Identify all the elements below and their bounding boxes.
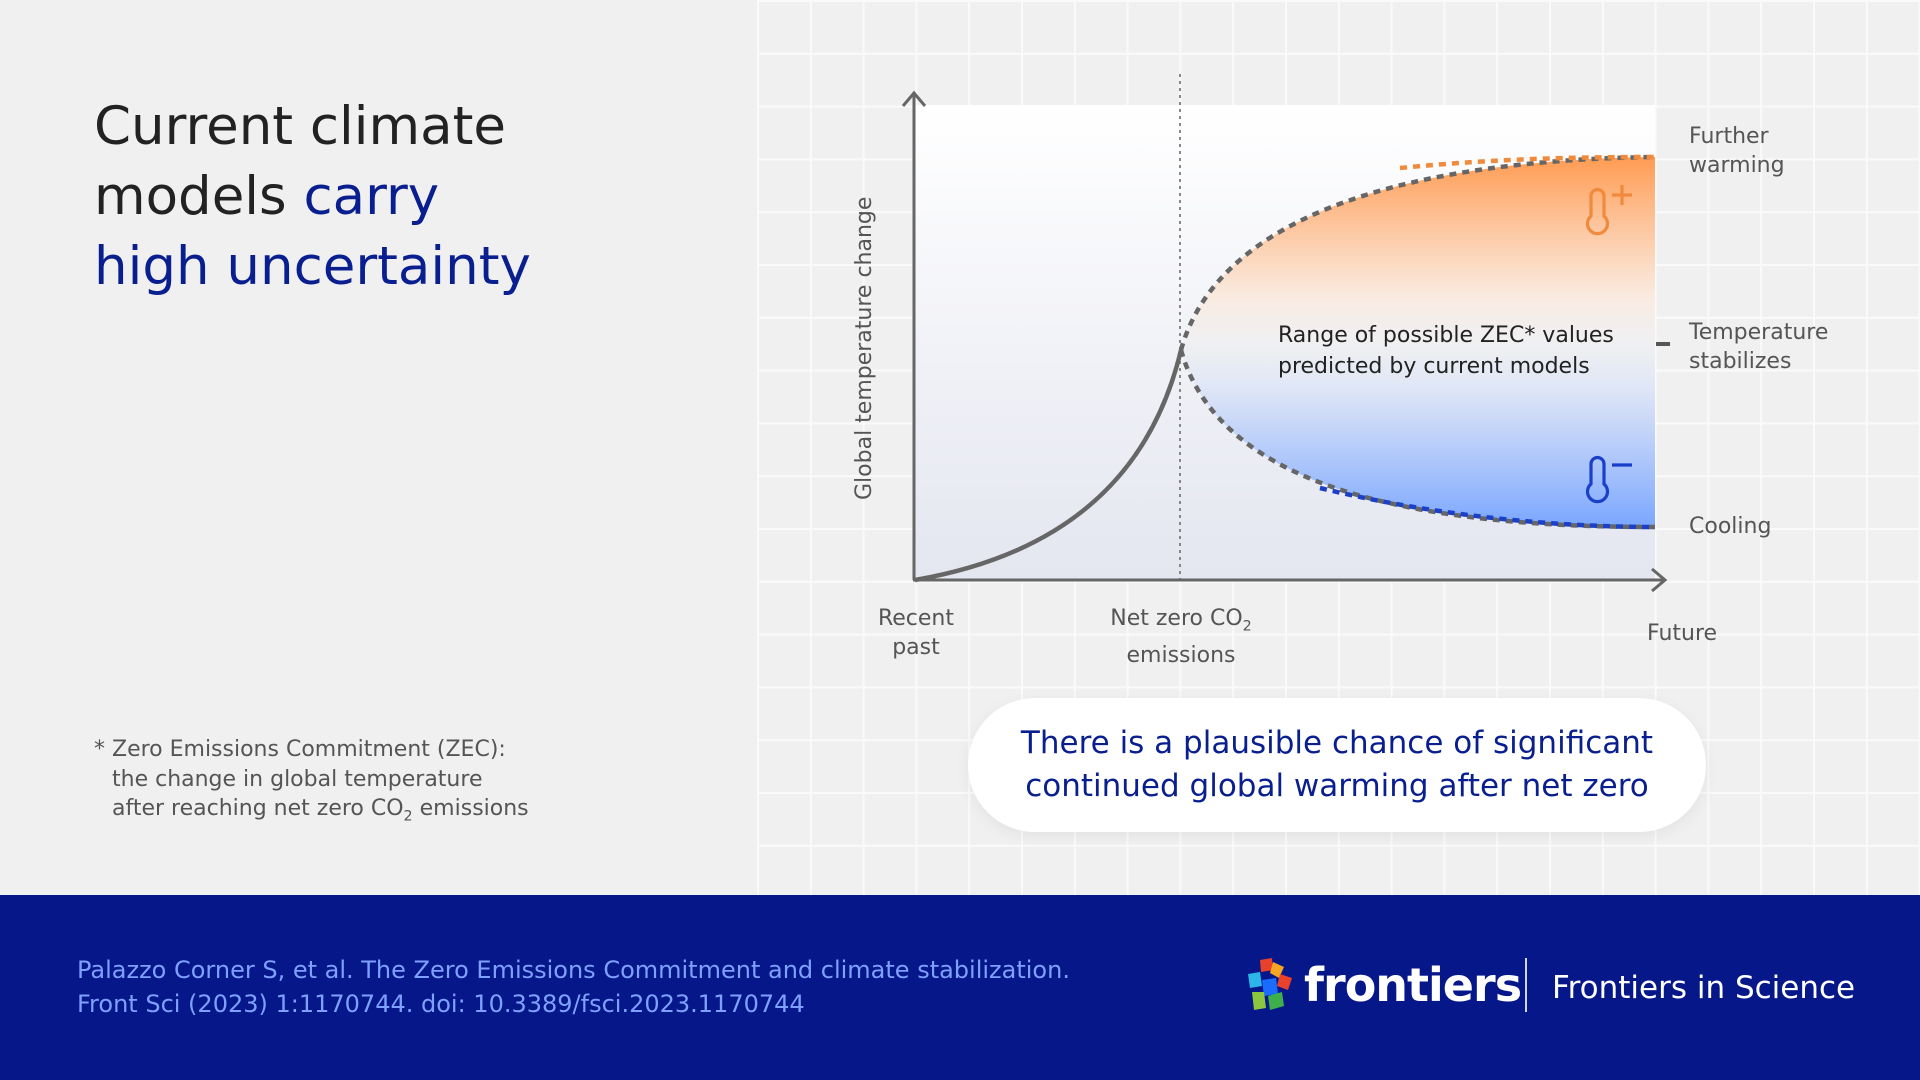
- x-label-net-zero-text: Net zero CO: [1110, 606, 1243, 631]
- thermometer-plus-icon: [1585, 185, 1632, 236]
- callout-line-1: There is a plausible chance of significa…: [1020, 725, 1654, 761]
- title-accent-2: high uncertainty: [94, 236, 531, 297]
- footnote-line-3: after reaching net zero CO2 emissions: [94, 794, 529, 832]
- range-text-line-1: Range of possible ZEC* values: [1278, 323, 1614, 348]
- x-axis-arrow-icon: [1651, 567, 1668, 593]
- footer-divider: [1525, 958, 1527, 1012]
- key-message-callout: There is a plausible chance of significa…: [968, 698, 1706, 832]
- range-text-line-2: predicted by current models: [1278, 354, 1590, 379]
- historical-warming-curve: [914, 349, 1184, 583]
- outcome-temperature: Temperature: [1689, 320, 1829, 345]
- frontiers-logo-icon: [1248, 958, 1292, 1010]
- frontiers-brand[interactable]: frontiers: [1304, 958, 1522, 1012]
- outcome-stabilizes: stabilizes: [1689, 349, 1792, 374]
- x-label-emissions: emissions: [1126, 643, 1236, 669]
- outcome-cooling: Cooling: [1689, 514, 1772, 539]
- lower-bound-dashed: [1178, 349, 1656, 530]
- page-title: Current climate models carry high uncert…: [94, 92, 531, 302]
- lower-bound-cooling-dashed: [1319, 485, 1656, 530]
- footnote-line-3-end: emissions: [412, 796, 529, 821]
- footnote-line-1: * Zero Emissions Commitment (ZEC):: [94, 737, 506, 762]
- x-label-co2-subscript: 2: [1242, 618, 1252, 635]
- footnote-line-2: the change in global temperature: [112, 766, 483, 792]
- citation-line-1[interactable]: Palazzo Corner S, et al. The Zero Emissi…: [77, 956, 1070, 984]
- citation-line-2[interactable]: Front Sci (2023) 1:1170744. doi: 10.3389…: [77, 990, 805, 1018]
- citation[interactable]: Palazzo Corner S, et al. The Zero Emissi…: [77, 953, 1070, 1021]
- thermometer-minus-icon: [1585, 455, 1632, 504]
- upper-bound-dashed: [1178, 154, 1656, 351]
- outcome-further: Further: [1689, 124, 1769, 149]
- x-label-future: Future: [1647, 621, 1718, 646]
- y-axis-arrow-icon: [901, 90, 927, 107]
- x-label-recent-past: Recent past: [877, 604, 955, 662]
- outcome-warming: warming: [1689, 153, 1785, 178]
- x-label-net-zero: Net zero CO2 emissions: [1101, 604, 1261, 670]
- footnote-line-3-text: after reaching net zero CO: [112, 796, 404, 821]
- x-label-recent: Recent: [877, 606, 955, 631]
- journal-name[interactable]: Frontiers in Science: [1552, 970, 1856, 1006]
- zec-footnote: * Zero Emissions Commitment (ZEC): the c…: [94, 735, 529, 832]
- zec-range-fill: [1181, 157, 1655, 527]
- left-panel: [0, 0, 757, 895]
- footer-bar: [0, 895, 1920, 1080]
- title-accent-1: carry: [303, 166, 440, 227]
- y-axis-label: Global temperature change: [852, 197, 877, 500]
- title-line-2: models: [94, 166, 304, 227]
- outcome-temperature-stabilizes: Temperature stabilizes: [1689, 318, 1828, 376]
- outcome-further-warming: Further warming: [1689, 122, 1785, 180]
- x-label-past: past: [892, 635, 940, 660]
- title-line-1: Current climate: [94, 96, 506, 157]
- callout-text: There is a plausible chance of significa…: [1021, 722, 1653, 808]
- footnote-co2-subscript: 2: [403, 808, 413, 825]
- zec-diagram: Global temperature change: [852, 74, 1670, 593]
- callout-line-2: continued global warming after net zero: [1025, 768, 1649, 804]
- zec-range-annotation: Range of possible ZEC* values predicted …: [1278, 320, 1614, 382]
